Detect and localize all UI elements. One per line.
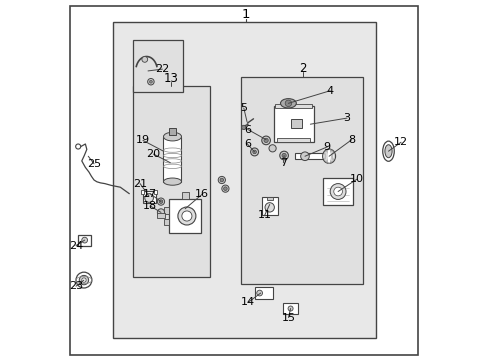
Bar	[133, 40, 183, 92]
Text: 6: 6	[244, 125, 251, 135]
Circle shape	[147, 78, 154, 85]
Text: 23: 23	[69, 281, 83, 291]
Text: 2: 2	[299, 62, 306, 75]
Circle shape	[287, 306, 292, 311]
Bar	[168, 129, 176, 135]
Bar	[157, 213, 164, 218]
Ellipse shape	[382, 141, 393, 161]
Text: 7: 7	[279, 158, 286, 168]
Bar	[181, 192, 188, 199]
Circle shape	[76, 272, 92, 288]
Bar	[163, 207, 169, 214]
Circle shape	[329, 184, 346, 199]
Text: 16: 16	[195, 189, 208, 199]
Circle shape	[282, 153, 285, 158]
Ellipse shape	[280, 99, 296, 108]
Circle shape	[182, 211, 192, 221]
Circle shape	[142, 57, 147, 62]
Circle shape	[252, 150, 256, 154]
Text: 5: 5	[240, 103, 247, 113]
Text: 22: 22	[155, 64, 169, 74]
Text: 8: 8	[347, 135, 355, 145]
Circle shape	[157, 209, 164, 216]
Bar	[255, 287, 272, 299]
Bar	[273, 106, 313, 142]
Circle shape	[218, 176, 225, 184]
Circle shape	[264, 203, 274, 212]
Bar	[78, 235, 91, 246]
Circle shape	[178, 207, 196, 225]
Ellipse shape	[322, 149, 335, 163]
Text: 10: 10	[349, 174, 363, 184]
Circle shape	[157, 198, 164, 205]
Bar	[163, 219, 169, 225]
Text: 19: 19	[136, 135, 150, 145]
Circle shape	[220, 178, 223, 182]
Bar	[113, 22, 375, 338]
Bar	[261, 197, 277, 215]
Bar	[275, 104, 311, 108]
Circle shape	[159, 200, 163, 203]
Circle shape	[250, 148, 258, 156]
Circle shape	[261, 136, 270, 145]
Bar	[294, 153, 326, 159]
Circle shape	[76, 144, 81, 149]
Text: 15: 15	[281, 312, 295, 323]
Circle shape	[79, 275, 88, 285]
Text: 13: 13	[163, 72, 179, 85]
Bar	[323, 178, 352, 205]
Text: 24: 24	[69, 240, 83, 251]
Text: 4: 4	[326, 86, 333, 96]
Text: 12: 12	[393, 137, 407, 147]
Circle shape	[222, 185, 228, 192]
Text: 1: 1	[242, 8, 250, 21]
Text: 14: 14	[241, 297, 255, 307]
Circle shape	[279, 151, 288, 160]
Text: 25: 25	[87, 159, 101, 169]
Text: 6: 6	[244, 139, 250, 149]
Text: 21: 21	[133, 179, 147, 189]
Bar	[283, 303, 297, 314]
Text: 11: 11	[257, 210, 271, 220]
Circle shape	[144, 194, 153, 202]
Text: 17: 17	[143, 189, 157, 199]
Bar	[141, 190, 144, 194]
Text: 3: 3	[343, 113, 350, 123]
Circle shape	[149, 80, 152, 83]
Text: 18: 18	[143, 201, 157, 211]
Circle shape	[333, 187, 342, 196]
Text: 9: 9	[323, 142, 330, 152]
Text: 20: 20	[146, 149, 160, 159]
Circle shape	[256, 290, 262, 296]
Circle shape	[81, 278, 86, 282]
Ellipse shape	[384, 145, 391, 158]
Bar	[142, 191, 155, 203]
Bar	[241, 77, 363, 284]
Ellipse shape	[163, 132, 181, 141]
Circle shape	[285, 100, 291, 107]
Bar	[153, 190, 156, 194]
Bar	[266, 197, 272, 200]
Ellipse shape	[163, 178, 181, 185]
Circle shape	[300, 152, 309, 161]
Circle shape	[223, 187, 227, 190]
Circle shape	[241, 125, 245, 130]
Circle shape	[81, 237, 87, 243]
Bar	[290, 119, 301, 128]
Bar	[133, 86, 210, 277]
Bar	[277, 138, 310, 142]
Circle shape	[268, 145, 276, 152]
Bar	[168, 199, 201, 233]
Bar	[163, 136, 181, 181]
Circle shape	[264, 138, 268, 143]
